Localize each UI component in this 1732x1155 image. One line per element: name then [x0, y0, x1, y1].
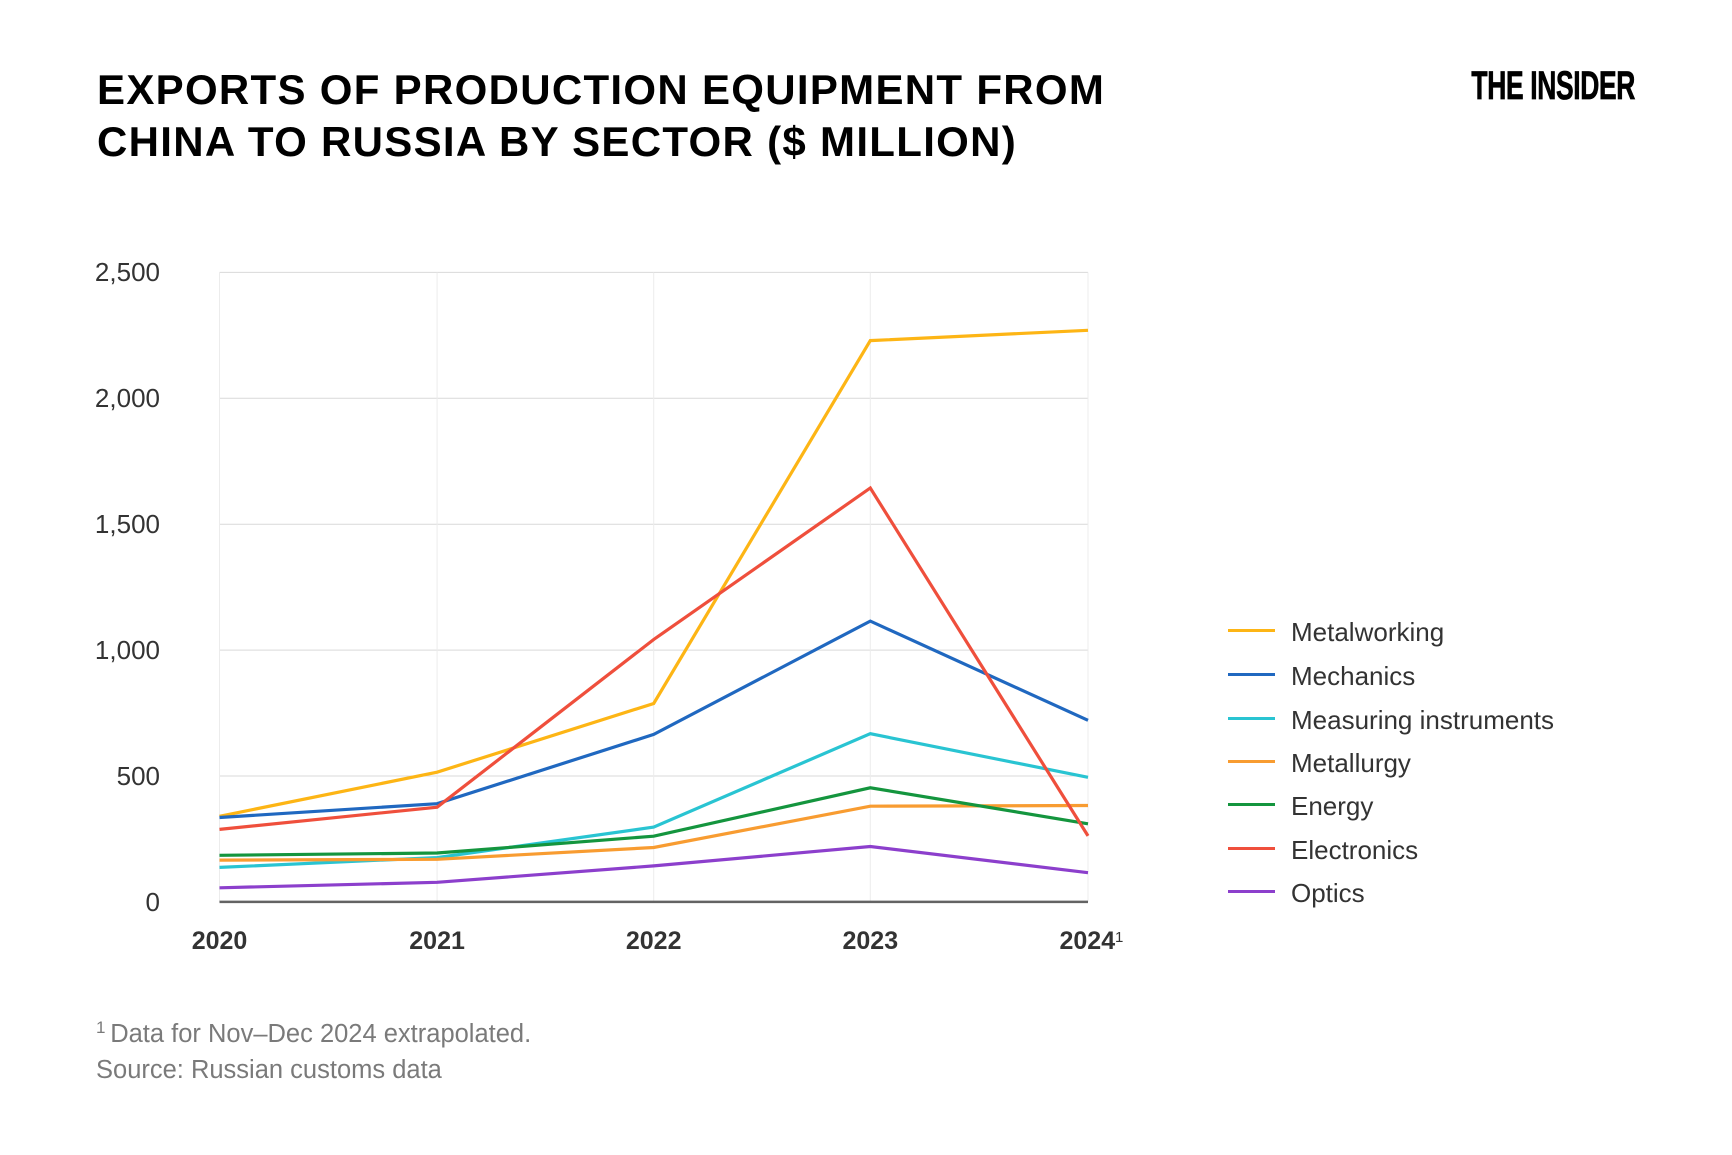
- svg-text:2,000: 2,000: [95, 383, 160, 413]
- svg-text:2,500: 2,500: [95, 257, 160, 287]
- svg-text:2023: 2023: [842, 927, 898, 955]
- svg-text:1,500: 1,500: [95, 509, 160, 539]
- svg-text:1: 1: [1115, 929, 1123, 946]
- svg-text:500: 500: [117, 761, 160, 791]
- svg-text:2022: 2022: [626, 927, 682, 955]
- svg-text:2024: 2024: [1059, 927, 1115, 955]
- svg-text:0: 0: [146, 887, 160, 917]
- svg-text:2021: 2021: [409, 927, 465, 955]
- svg-text:2020: 2020: [192, 927, 248, 955]
- svg-text:1,000: 1,000: [95, 635, 160, 665]
